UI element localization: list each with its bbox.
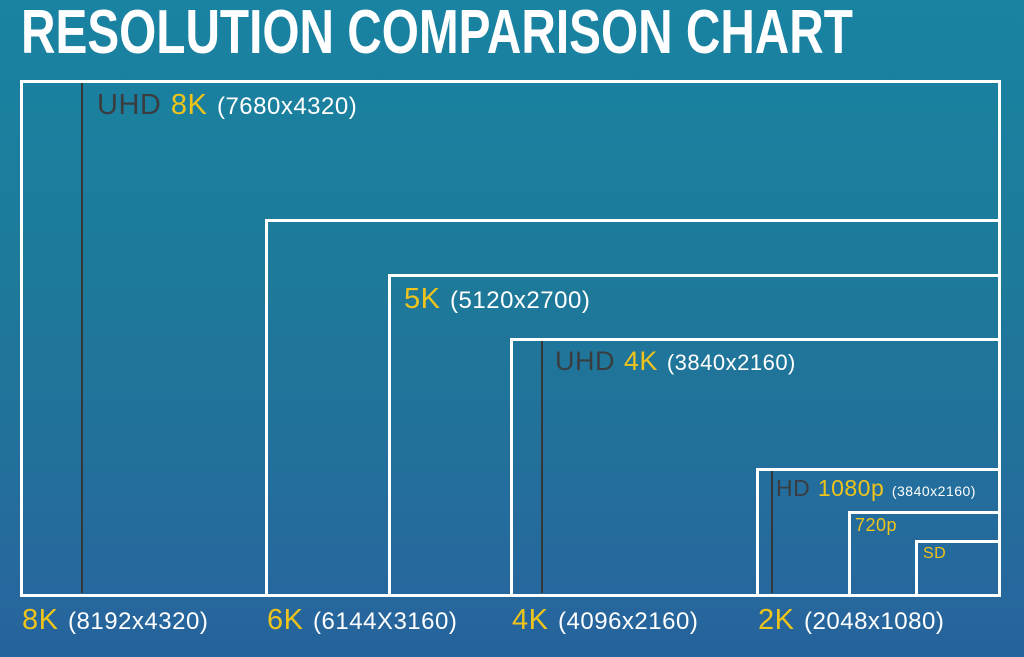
line-hd-1080p [771,471,773,593]
label-8k-dci: 8K (8192x4320) [22,604,208,637]
label-detail: (2048x1080) [804,608,945,635]
label-detail: (3840x2160) [891,483,976,499]
label-detail: (8192x4320) [68,608,209,635]
rect-4k-dci [510,338,1001,597]
label-hd-1080p: HD 1080p (3840x2160) [776,475,976,501]
label-720p: 720p [855,515,897,536]
label-name: 2K [758,604,795,636]
label-name: 8K [170,89,208,121]
label-detail: (3840x2160) [666,350,796,375]
label-5k: 5K (5120x2700) [404,283,590,316]
label-prefix: UHD [555,346,615,376]
label-detail: (6144X3160) [313,608,458,635]
label-detail: (4096x2160) [558,608,699,635]
label-uhd-8k: UHD 8K (7680x4320) [97,89,357,122]
page-title: RESOLUTION COMPARISON CHART [21,0,853,67]
label-prefix: HD [776,475,811,501]
label-detail: (7680x4320) [216,93,358,120]
label-prefix: UHD [97,89,162,121]
label-name: 4K [623,346,658,376]
label-name: 720p [855,515,898,535]
label-name: SD [923,545,947,562]
line-uhd-8k [81,83,83,593]
rect-sd [915,540,1001,597]
label-6k: 6K (6144X3160) [267,604,457,637]
label-name: 6K [267,604,304,636]
label-name: 4K [512,604,549,636]
label-uhd-4k: UHD 4K (3840x2160) [555,346,796,377]
label-name: 8K [22,604,59,636]
label-2k: 2K (2048x1080) [758,604,944,637]
label-sd: SD [923,545,946,563]
label-name: 1080p [817,475,885,501]
label-detail: (5120x2700) [450,287,591,314]
label-4k-dci: 4K (4096x2160) [512,604,698,637]
line-uhd-4k [541,341,543,593]
label-name: 5K [404,283,441,315]
